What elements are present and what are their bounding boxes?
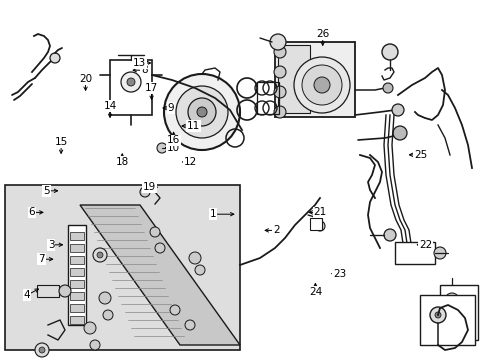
Bar bbox=[70, 268, 84, 276]
Text: 16: 16 bbox=[166, 135, 180, 145]
Circle shape bbox=[381, 44, 397, 60]
Circle shape bbox=[273, 86, 285, 98]
Text: 1: 1 bbox=[209, 209, 216, 219]
Circle shape bbox=[273, 66, 285, 78]
Circle shape bbox=[429, 307, 445, 323]
Circle shape bbox=[163, 74, 240, 150]
Bar bbox=[70, 304, 84, 312]
Bar bbox=[68, 225, 86, 325]
Circle shape bbox=[314, 221, 325, 231]
Text: 22: 22 bbox=[418, 240, 431, 250]
Circle shape bbox=[184, 320, 195, 330]
Circle shape bbox=[273, 106, 285, 118]
Circle shape bbox=[176, 86, 227, 138]
Text: 17: 17 bbox=[144, 83, 158, 93]
Bar bbox=[419, 295, 474, 345]
Circle shape bbox=[197, 107, 206, 117]
Circle shape bbox=[189, 252, 201, 264]
Text: 23: 23 bbox=[332, 269, 346, 279]
Text: 19: 19 bbox=[142, 182, 156, 192]
Text: 11: 11 bbox=[186, 121, 200, 131]
Circle shape bbox=[195, 265, 204, 275]
Circle shape bbox=[84, 322, 96, 334]
Circle shape bbox=[273, 46, 285, 58]
Text: 15: 15 bbox=[54, 137, 68, 147]
Circle shape bbox=[103, 310, 113, 320]
Circle shape bbox=[382, 83, 392, 93]
Circle shape bbox=[97, 252, 103, 258]
Text: 10: 10 bbox=[167, 143, 180, 153]
Circle shape bbox=[39, 347, 45, 353]
Circle shape bbox=[121, 72, 141, 92]
Circle shape bbox=[59, 285, 71, 297]
Text: 7: 7 bbox=[38, 254, 45, 264]
Text: 8: 8 bbox=[141, 65, 147, 75]
Bar bbox=[309, 218, 321, 230]
Circle shape bbox=[170, 305, 180, 315]
Text: 2: 2 bbox=[272, 225, 279, 235]
Circle shape bbox=[157, 143, 167, 153]
Circle shape bbox=[391, 104, 403, 116]
Text: 26: 26 bbox=[315, 29, 329, 39]
Circle shape bbox=[35, 343, 49, 357]
Circle shape bbox=[93, 248, 107, 262]
Circle shape bbox=[269, 34, 285, 50]
Circle shape bbox=[155, 243, 164, 253]
Circle shape bbox=[187, 98, 216, 126]
Bar bbox=[37, 285, 59, 297]
Circle shape bbox=[127, 78, 135, 86]
Bar bbox=[70, 292, 84, 300]
Circle shape bbox=[313, 77, 329, 93]
Text: 21: 21 bbox=[313, 207, 326, 217]
Bar bbox=[70, 256, 84, 264]
Bar bbox=[110, 60, 152, 115]
Circle shape bbox=[392, 126, 406, 140]
Text: 20: 20 bbox=[79, 74, 92, 84]
Bar bbox=[70, 316, 84, 324]
Circle shape bbox=[383, 229, 395, 241]
Circle shape bbox=[50, 53, 60, 63]
Text: 6: 6 bbox=[28, 207, 35, 217]
Circle shape bbox=[140, 187, 150, 197]
Bar bbox=[70, 280, 84, 288]
Text: 25: 25 bbox=[413, 150, 427, 160]
Circle shape bbox=[444, 293, 458, 307]
Circle shape bbox=[150, 227, 160, 237]
Text: 24: 24 bbox=[308, 287, 322, 297]
Text: 14: 14 bbox=[103, 101, 117, 111]
Bar bbox=[274, 42, 354, 117]
Circle shape bbox=[90, 340, 100, 350]
Bar bbox=[278, 45, 309, 113]
Polygon shape bbox=[80, 205, 240, 345]
Text: 18: 18 bbox=[115, 157, 129, 167]
Text: 5: 5 bbox=[43, 186, 50, 196]
Circle shape bbox=[434, 312, 440, 318]
Text: 12: 12 bbox=[183, 157, 197, 167]
Circle shape bbox=[302, 65, 341, 105]
Bar bbox=[70, 232, 84, 240]
Text: 4: 4 bbox=[23, 290, 30, 300]
Bar bbox=[70, 244, 84, 252]
Bar bbox=[257, 82, 279, 114]
Circle shape bbox=[99, 292, 111, 304]
Bar bbox=[5, 185, 240, 350]
Text: 3: 3 bbox=[48, 240, 55, 250]
Text: 13: 13 bbox=[132, 58, 146, 68]
Circle shape bbox=[433, 247, 445, 259]
Bar bbox=[394, 242, 434, 264]
Circle shape bbox=[293, 57, 349, 113]
Text: 9: 9 bbox=[167, 103, 174, 113]
Bar bbox=[439, 285, 477, 340]
